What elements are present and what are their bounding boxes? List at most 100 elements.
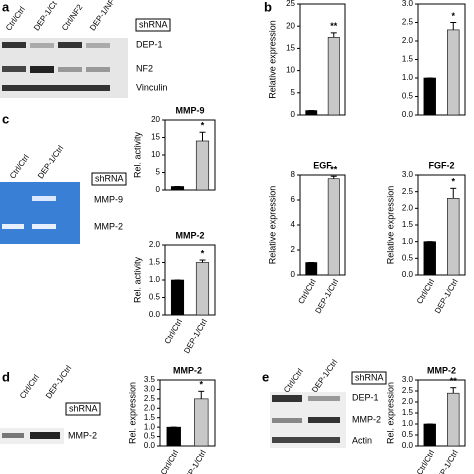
y-tick-label: 15 <box>151 133 160 142</box>
y-tick-label: 0.0 <box>402 441 414 450</box>
band <box>32 224 56 229</box>
y-tick-label: 15 <box>286 44 295 53</box>
y-tick-label: 20 <box>286 21 295 30</box>
bar <box>305 262 318 276</box>
error-bar <box>330 175 337 179</box>
y-tick-label: 2.0 <box>144 403 156 412</box>
chart-title: MMP-2 <box>176 230 205 240</box>
chart-title: FGF-2 <box>429 160 455 170</box>
y-tick-label: 1.5 <box>149 258 161 267</box>
bar <box>170 279 185 316</box>
x-tick-label: DEP-1/Ctrl <box>313 277 340 315</box>
chart-title: MMP-9 <box>176 105 205 115</box>
y-tick-label: 2.0 <box>402 203 414 212</box>
lane-label: DEP-1/Ctrl <box>36 144 65 181</box>
significance: * <box>199 380 203 390</box>
plot-frame <box>299 3 346 116</box>
significance: * <box>201 121 205 131</box>
plot-frame <box>159 379 216 447</box>
y-tick-label: 4 <box>291 220 296 229</box>
lane-label: DEP-1/Ct <box>32 0 59 32</box>
bar <box>195 262 210 316</box>
y-tick-label: 1.0 <box>402 237 414 246</box>
y-tick-label: 8 <box>291 170 296 179</box>
x-tick-label: DEP-1/Ctrl <box>433 277 460 315</box>
significance: ** <box>330 21 338 31</box>
plot-frame <box>417 3 466 116</box>
significance: * <box>451 11 455 21</box>
x-tick-label: DEP-1/Ctrl <box>181 448 208 474</box>
y-tick-label: 5 <box>291 88 296 97</box>
significance: * <box>201 248 205 258</box>
y-tick-label: 0.5 <box>402 253 414 262</box>
blot-d: Ctrl/Ctrl DEP-1/Ctrl shRNA MMP-2 <box>0 364 101 444</box>
band <box>58 67 82 72</box>
y-tick-label: 10 <box>151 150 160 159</box>
lane-label: Ctrl/NF2 <box>60 2 85 32</box>
plot-frame <box>417 379 466 447</box>
y-tick-label: 2.5 <box>144 394 156 403</box>
error-bar <box>450 387 457 394</box>
y-tick-label: 20 <box>151 115 160 124</box>
plot-frame <box>164 244 216 316</box>
panel-letter: a <box>2 0 10 14</box>
y-axis-label: Relative expression <box>385 186 395 265</box>
x-tick-label: Ctrl/Ctrl <box>296 277 317 305</box>
group-box <box>351 371 387 385</box>
group-box <box>135 18 171 32</box>
band <box>272 395 302 402</box>
band <box>30 66 54 73</box>
group-box <box>91 172 127 186</box>
band <box>86 67 110 72</box>
error-bar <box>450 22 457 30</box>
y-tick-label: 6 <box>291 195 296 204</box>
row-label: NF2 <box>136 63 153 73</box>
y-axis-label: Relative expression <box>267 20 277 99</box>
y-tick-label: 3.0 <box>402 375 414 384</box>
y-axis-label: Relative expression <box>267 186 277 265</box>
y-tick-label: 2.5 <box>402 386 414 395</box>
group-label: shRNA <box>355 372 384 382</box>
band <box>86 43 110 48</box>
y-tick-label: 0.0 <box>144 441 156 450</box>
significance: * <box>451 177 455 187</box>
group-label: shRNA <box>69 403 98 413</box>
lane-label: Ctrl/Ctrl <box>8 153 31 181</box>
band <box>2 42 26 48</box>
y-axis-label: Rel. expression <box>385 382 395 444</box>
error-bar <box>199 259 206 263</box>
y-tick-label: 2.0 <box>402 36 414 45</box>
y-tick-label: 3.0 <box>402 0 414 8</box>
x-tick-label: Ctrl/Ctrl <box>415 277 436 305</box>
y-tick-label: 0.5 <box>402 92 414 101</box>
y-tick-label: 1.5 <box>402 55 414 64</box>
chart-title: MMP-2 <box>427 365 456 375</box>
y-tick-label: 2 <box>291 245 296 254</box>
y-tick-label: 1.0 <box>144 422 156 431</box>
plot-frame <box>164 119 216 191</box>
band <box>2 224 24 229</box>
y-tick-label: 1.0 <box>149 275 161 284</box>
band <box>2 85 110 91</box>
x-tick-label: Ctrl/Ctrl <box>163 317 184 345</box>
x-tick-label: Ctrl/Ctrl <box>415 448 436 474</box>
bar <box>447 392 460 447</box>
chart-title: MMP-2 <box>173 365 202 375</box>
plot-frame <box>299 174 346 276</box>
y-tick-label: 0 <box>291 110 296 119</box>
lane-label: DEP-1/Ctrl <box>310 358 339 395</box>
lane-label: Ctrl/Ctrl <box>282 367 305 395</box>
band <box>272 437 340 443</box>
y-tick-label: 1.5 <box>144 413 156 422</box>
blot-e: Ctrl/Ctrl DEP-1/Ctrl shRNA DEP-1 MMP-2 A… <box>270 358 387 448</box>
y-tick-label: 2.0 <box>402 397 414 406</box>
y-tick-label: 5 <box>156 168 161 177</box>
plot-frame <box>417 174 466 276</box>
row-label: DEP-1 <box>352 392 379 402</box>
row-label: MMP-9 <box>94 194 123 204</box>
lane-label: DEP-1/Ctrl <box>44 364 73 401</box>
error-bar <box>450 187 457 199</box>
band <box>272 418 302 423</box>
bar <box>194 398 209 447</box>
